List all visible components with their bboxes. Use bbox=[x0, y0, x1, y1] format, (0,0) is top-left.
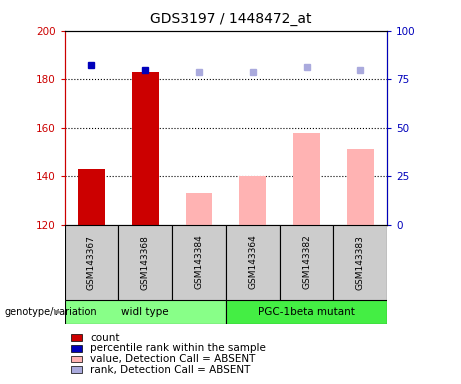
Text: rank, Detection Call = ABSENT: rank, Detection Call = ABSENT bbox=[90, 364, 250, 375]
Bar bbox=[280, 225, 333, 300]
Bar bbox=[65, 225, 118, 300]
Bar bbox=[118, 225, 172, 300]
Text: GDS3197 / 1448472_at: GDS3197 / 1448472_at bbox=[150, 12, 311, 25]
Bar bbox=[132, 72, 159, 225]
Text: GSM143384: GSM143384 bbox=[195, 235, 203, 290]
Bar bbox=[333, 225, 387, 300]
Bar bbox=[226, 225, 280, 300]
Bar bbox=[78, 169, 105, 225]
Text: ►: ► bbox=[54, 307, 62, 317]
Text: genotype/variation: genotype/variation bbox=[5, 307, 97, 317]
Bar bbox=[226, 300, 387, 324]
Text: percentile rank within the sample: percentile rank within the sample bbox=[90, 343, 266, 354]
Text: widl type: widl type bbox=[121, 307, 169, 317]
Bar bbox=[239, 176, 266, 225]
Text: GSM143368: GSM143368 bbox=[141, 235, 150, 290]
Bar bbox=[65, 300, 226, 324]
Text: PGC-1beta mutant: PGC-1beta mutant bbox=[258, 307, 355, 317]
Text: GSM143382: GSM143382 bbox=[302, 235, 311, 290]
Text: value, Detection Call = ABSENT: value, Detection Call = ABSENT bbox=[90, 354, 255, 364]
Bar bbox=[293, 132, 320, 225]
Text: count: count bbox=[90, 333, 119, 343]
Bar bbox=[172, 225, 226, 300]
Text: GSM143383: GSM143383 bbox=[356, 235, 365, 290]
Bar bbox=[347, 149, 374, 225]
Text: GSM143367: GSM143367 bbox=[87, 235, 96, 290]
Text: GSM143364: GSM143364 bbox=[248, 235, 257, 290]
Bar bbox=[185, 193, 213, 225]
